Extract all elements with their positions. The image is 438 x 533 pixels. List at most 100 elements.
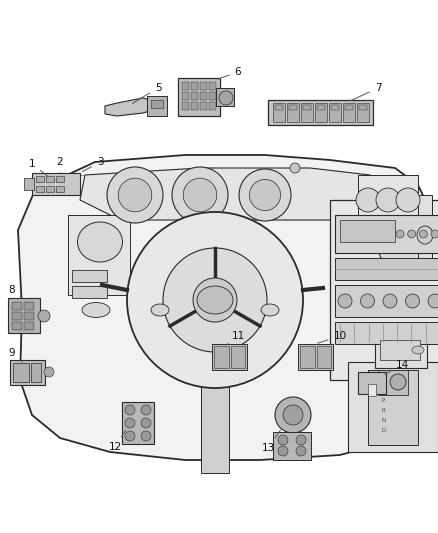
Bar bbox=[24, 312, 34, 320]
Bar bbox=[200, 92, 207, 100]
Bar bbox=[151, 100, 163, 108]
Circle shape bbox=[390, 374, 406, 390]
Circle shape bbox=[376, 188, 400, 212]
Bar bbox=[182, 92, 189, 100]
Circle shape bbox=[125, 431, 135, 441]
Bar bbox=[72, 270, 107, 282]
Circle shape bbox=[296, 446, 306, 456]
Circle shape bbox=[125, 405, 135, 415]
Text: 9: 9 bbox=[9, 348, 22, 362]
Circle shape bbox=[278, 435, 288, 445]
Bar bbox=[368, 370, 418, 445]
Ellipse shape bbox=[197, 286, 233, 314]
Bar bbox=[300, 346, 315, 368]
Text: 1: 1 bbox=[28, 159, 48, 176]
Circle shape bbox=[239, 169, 291, 221]
Text: 2: 2 bbox=[57, 157, 64, 173]
Bar bbox=[357, 103, 369, 122]
Circle shape bbox=[408, 230, 416, 238]
Ellipse shape bbox=[82, 303, 110, 318]
Bar bbox=[12, 322, 22, 330]
Circle shape bbox=[338, 294, 352, 308]
Bar bbox=[289, 105, 297, 110]
Bar bbox=[358, 372, 386, 394]
Bar bbox=[335, 215, 438, 253]
Bar bbox=[335, 322, 438, 344]
Ellipse shape bbox=[78, 222, 123, 262]
Bar bbox=[315, 103, 327, 122]
Bar bbox=[330, 200, 438, 380]
Bar bbox=[24, 302, 34, 310]
Bar bbox=[10, 360, 45, 385]
Bar bbox=[32, 173, 80, 195]
Text: R: R bbox=[381, 408, 385, 413]
Polygon shape bbox=[105, 98, 153, 116]
Circle shape bbox=[141, 431, 151, 441]
Ellipse shape bbox=[261, 304, 279, 316]
Circle shape bbox=[193, 278, 237, 322]
Bar bbox=[182, 82, 189, 90]
Bar bbox=[268, 100, 373, 125]
Bar bbox=[200, 82, 207, 90]
Bar bbox=[378, 370, 408, 395]
Bar bbox=[191, 92, 198, 100]
Bar bbox=[216, 88, 234, 106]
Text: 7: 7 bbox=[350, 83, 381, 101]
Bar bbox=[36, 186, 44, 192]
Bar bbox=[358, 175, 418, 230]
Bar bbox=[209, 102, 216, 110]
Text: 12: 12 bbox=[108, 430, 126, 452]
Circle shape bbox=[356, 188, 380, 212]
Bar bbox=[345, 105, 353, 110]
Bar bbox=[209, 92, 216, 100]
Bar bbox=[317, 105, 325, 110]
Bar bbox=[343, 103, 355, 122]
Ellipse shape bbox=[417, 226, 433, 244]
Bar bbox=[36, 176, 44, 182]
Text: 13: 13 bbox=[261, 430, 280, 453]
Circle shape bbox=[383, 294, 397, 308]
Bar bbox=[46, 176, 54, 182]
Circle shape bbox=[360, 294, 374, 308]
Bar bbox=[368, 384, 376, 396]
Bar bbox=[329, 103, 341, 122]
Bar bbox=[200, 102, 207, 110]
Text: D: D bbox=[381, 428, 385, 433]
Circle shape bbox=[38, 310, 50, 322]
Bar bbox=[31, 363, 41, 382]
Bar bbox=[303, 105, 311, 110]
Text: 10: 10 bbox=[318, 331, 346, 343]
Bar bbox=[56, 176, 64, 182]
Bar bbox=[287, 103, 299, 122]
Bar bbox=[122, 402, 154, 444]
Bar bbox=[317, 346, 331, 368]
Ellipse shape bbox=[151, 304, 169, 316]
Bar bbox=[46, 186, 54, 192]
Circle shape bbox=[249, 180, 281, 211]
Bar bbox=[340, 220, 395, 242]
Circle shape bbox=[183, 178, 217, 212]
Bar bbox=[72, 286, 107, 298]
Circle shape bbox=[278, 446, 288, 456]
Circle shape bbox=[290, 163, 300, 173]
Bar bbox=[418, 195, 432, 275]
Bar bbox=[275, 105, 283, 110]
Bar bbox=[191, 82, 198, 90]
Bar bbox=[273, 103, 285, 122]
Bar bbox=[298, 344, 333, 370]
Bar bbox=[273, 432, 311, 460]
Circle shape bbox=[406, 294, 420, 308]
Circle shape bbox=[107, 167, 163, 223]
Bar bbox=[178, 78, 220, 116]
Bar bbox=[335, 258, 438, 280]
Text: 14: 14 bbox=[385, 360, 409, 375]
Circle shape bbox=[219, 91, 233, 105]
Bar bbox=[335, 285, 438, 317]
Circle shape bbox=[396, 188, 420, 212]
Bar bbox=[301, 103, 313, 122]
Text: 8: 8 bbox=[9, 285, 22, 298]
Circle shape bbox=[296, 435, 306, 445]
Bar bbox=[56, 186, 64, 192]
Circle shape bbox=[275, 397, 311, 433]
Circle shape bbox=[431, 230, 438, 238]
